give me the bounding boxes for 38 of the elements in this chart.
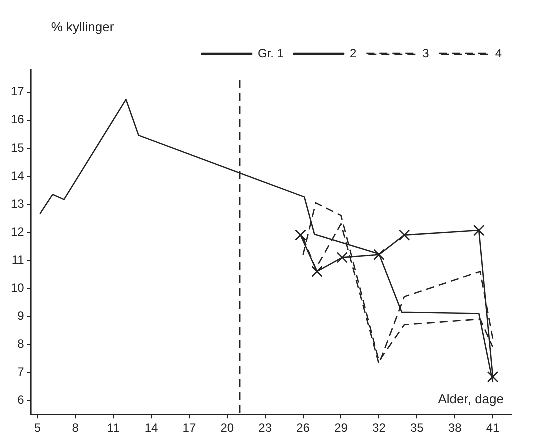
x-tick-label: 11: [107, 421, 120, 436]
x-tick-label: 41: [486, 421, 500, 436]
legend-label: 3: [422, 46, 430, 60]
legend-label: Gr. 1: [258, 46, 284, 60]
point: [295, 230, 306, 241]
y-tick-label: 12: [10, 224, 25, 239]
point: [474, 224, 485, 236]
y-tick-label: 6: [18, 392, 25, 407]
x-axis-title: Alder, dage: [438, 392, 504, 407]
x-tick-label: 5: [34, 421, 42, 436]
legend-label: 4: [495, 46, 502, 60]
x-tick-label: 32: [372, 421, 386, 436]
x-tick-label: 26: [296, 421, 310, 436]
x-tick-label: 17: [182, 421, 196, 436]
x-tick-label: 35: [410, 421, 424, 436]
x-tick-label: 20: [220, 421, 234, 436]
point: [487, 371, 499, 383]
point: [398, 230, 410, 241]
y-axis-title: % kyllinger: [51, 20, 115, 35]
y-tick-label: 8: [18, 336, 25, 351]
point: [336, 252, 348, 264]
legend-label: 2: [350, 46, 357, 60]
y-tick-label: 7: [18, 364, 25, 379]
y-tick-label: 17: [10, 84, 25, 99]
point: [374, 249, 385, 261]
y-tick-label: 14: [10, 168, 25, 183]
y-tick-label: 15: [10, 140, 25, 155]
x-tick-label: 29: [334, 421, 348, 436]
x-tick-label: 38: [448, 421, 462, 436]
y-tick-label: 10: [10, 280, 25, 295]
x-tick-label: 23: [258, 421, 272, 436]
y-tick-label: 16: [10, 112, 25, 127]
y-tick-label: 11: [12, 252, 25, 267]
y-tick-label: 9: [18, 308, 25, 323]
point: [312, 266, 323, 278]
x-tick-label: 8: [72, 421, 80, 436]
y-tick-label: 13: [10, 196, 25, 211]
x-tick-label: 14: [144, 421, 159, 436]
